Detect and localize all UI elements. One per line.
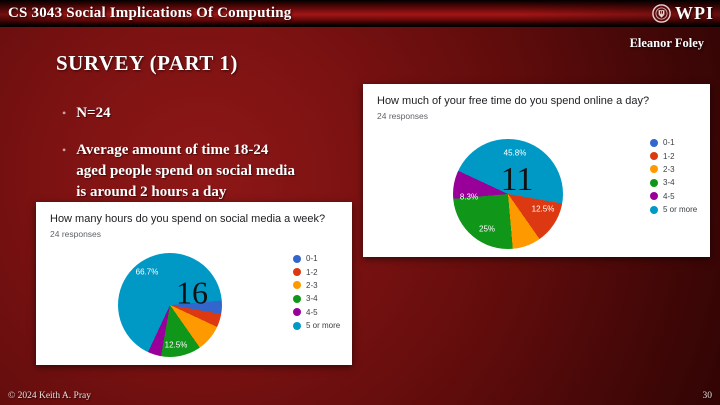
pie-chart: [118, 253, 222, 357]
legend-item: 3-4: [650, 176, 697, 189]
bullet-marker: •: [62, 106, 67, 120]
legend-label: 0-1: [306, 254, 318, 264]
legend-item: 1-2: [293, 265, 340, 278]
pie-slice-label: 25%: [478, 224, 496, 234]
bullet-text: Average amount of time 18-24 aged people…: [76, 142, 295, 200]
legend-item: 3-4: [293, 292, 340, 305]
legend-label: 1-2: [306, 267, 318, 277]
page-title: SURVEY (PART 1): [56, 51, 238, 75]
legend-dot: [293, 294, 301, 303]
legend-label: 4-5: [306, 307, 318, 317]
footer-copyright: © 2024 Keith A. Pray: [8, 391, 91, 401]
bullet-list: • N=24 • Average amount of time 18-24 ag…: [62, 103, 302, 219]
legend-label: 5 or more: [663, 205, 698, 215]
course-title: CS 3043 Social Implications Of Computing: [8, 4, 292, 21]
legend-label: 3-4: [306, 294, 318, 304]
wpi-seal-icon: [652, 3, 671, 23]
bullet-text: N=24: [76, 105, 111, 121]
chart-title: How much of your free time do you spend …: [377, 95, 650, 107]
pie-slice-label: 45.8%: [503, 148, 527, 158]
author-name: Eleanor Foley: [629, 36, 704, 50]
header-bar: CS 3043 Social Implications Of Computing…: [0, 0, 720, 27]
pie-chart: [453, 139, 563, 249]
bullet-item: • Average amount of time 18-24 aged peop…: [62, 140, 302, 203]
chart-legend: 0-1 1-2 2-3 3-4 4-5 5 or more: [650, 136, 697, 216]
legend-dot: [650, 138, 658, 147]
legend-dot: [650, 192, 658, 201]
pie-slice-label: 8.3%: [459, 192, 479, 202]
legend-item: 4-5: [650, 190, 697, 203]
legend-item: 4-5: [293, 306, 340, 319]
chart-card-social-media-week: How many hours do you spend on social me…: [36, 202, 352, 365]
chart-subtitle: 24 responses: [50, 229, 102, 239]
wpi-logo: WPI: [652, 3, 714, 24]
pie-slice-label: 12.5%: [531, 204, 555, 214]
bullet-item: • N=24: [62, 103, 302, 124]
slide-number: 30: [702, 391, 713, 401]
chart-card-free-time-online: How much of your free time do you spend …: [363, 84, 710, 257]
pie-center-annotation: 11: [500, 161, 534, 198]
legend-item: 5 or more: [650, 203, 697, 216]
legend-item: 2-3: [650, 163, 697, 176]
legend-item: 1-2: [650, 149, 697, 162]
legend-dot: [293, 281, 301, 290]
legend-label: 2-3: [306, 280, 318, 290]
chart-title: How many hours do you spend on social me…: [50, 213, 326, 225]
chart-subtitle: 24 responses: [377, 111, 429, 121]
legend-label: 3-4: [663, 178, 675, 188]
wpi-logo-text: WPI: [675, 2, 714, 23]
legend-dot: [293, 308, 301, 317]
pie-center-annotation: 16: [176, 274, 208, 311]
legend-label: 5 or more: [306, 321, 341, 331]
legend-dot: [293, 268, 301, 277]
legend-dot: [650, 152, 658, 161]
legend-item: 5 or more: [293, 319, 340, 332]
legend-dot: [650, 165, 658, 174]
legend-dot: [650, 205, 658, 214]
legend-label: 4-5: [663, 191, 675, 201]
legend-label: 0-1: [663, 138, 675, 148]
pie-slice-label: 12.5%: [164, 340, 188, 350]
legend-label: 2-3: [663, 164, 675, 174]
legend-item: 2-3: [293, 279, 340, 292]
legend-label: 1-2: [663, 151, 675, 161]
legend-item: 0-1: [293, 252, 340, 265]
legend-item: 0-1: [650, 136, 697, 149]
legend-dot: [293, 321, 301, 330]
chart-legend: 0-1 1-2 2-3 3-4 4-5 5 or more: [293, 252, 340, 332]
legend-dot: [293, 254, 301, 263]
bullet-marker: •: [62, 143, 67, 157]
pie-slice-label: 66.7%: [135, 267, 159, 277]
legend-dot: [650, 178, 658, 187]
